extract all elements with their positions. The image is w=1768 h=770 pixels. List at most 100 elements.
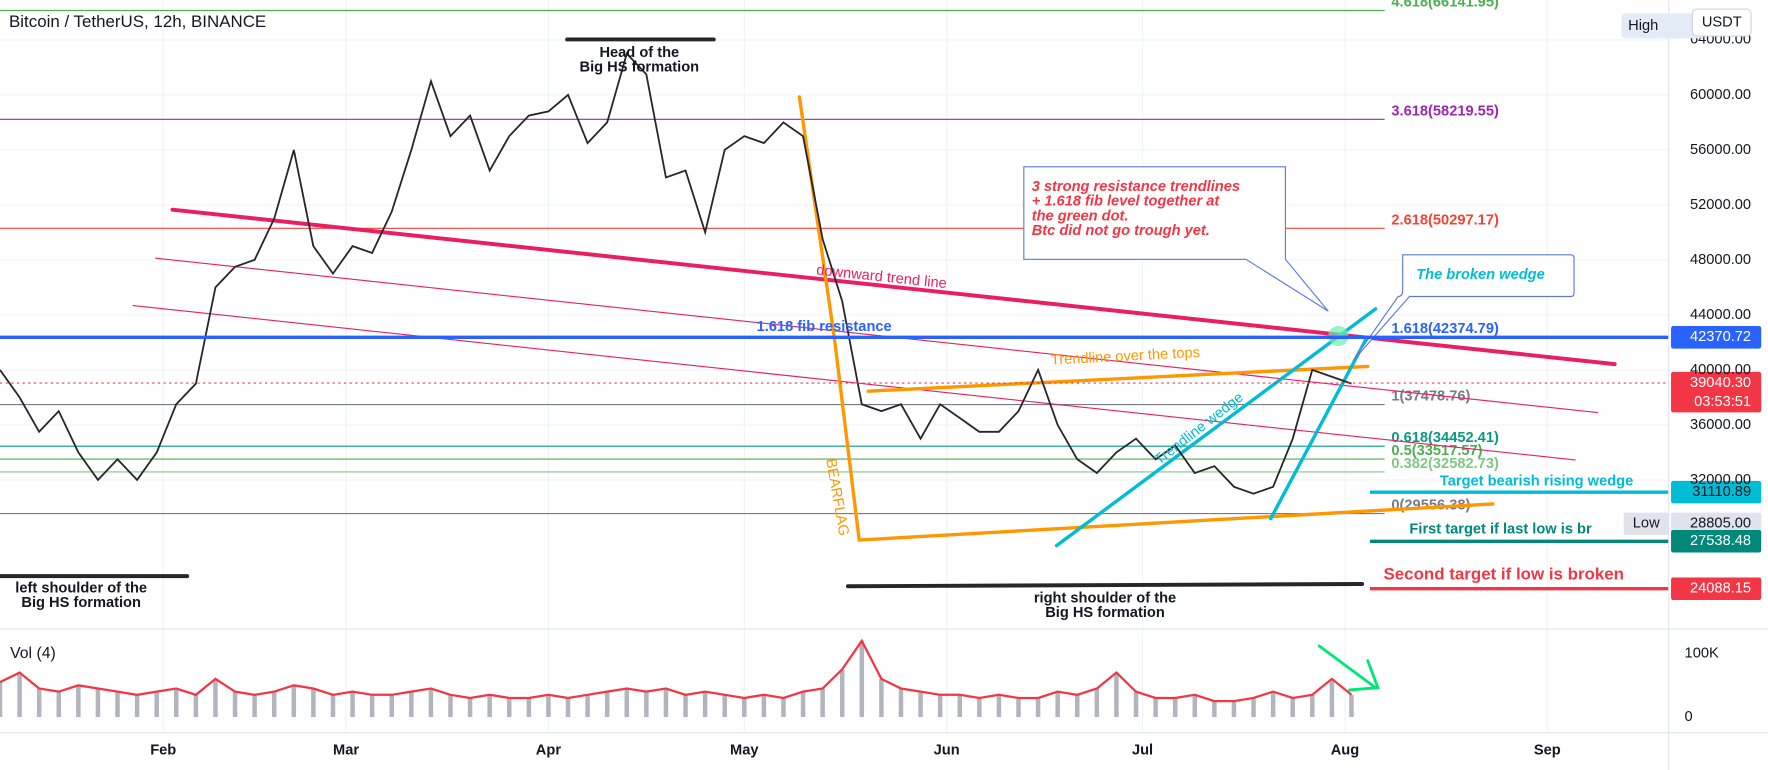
y-tick-label: 56000.00 bbox=[1690, 142, 1751, 158]
wedge-line bbox=[1269, 336, 1369, 521]
volume-bar bbox=[506, 697, 512, 718]
volume-bar bbox=[1290, 697, 1295, 718]
volume-bar bbox=[1251, 697, 1256, 718]
x-tick-label: Apr bbox=[536, 743, 562, 759]
volume-bar bbox=[56, 691, 62, 718]
annotation: + 1.618 fib level together at bbox=[1032, 194, 1221, 210]
volume-bar bbox=[95, 688, 101, 718]
volume-bar bbox=[467, 697, 473, 718]
price-tag bbox=[1671, 530, 1762, 553]
annotation: Trendline over the tops bbox=[1050, 345, 1200, 369]
x-tick-label: Jul bbox=[1132, 743, 1153, 759]
volume-bar bbox=[1016, 697, 1021, 718]
price-tag-label: 42370.72 bbox=[1690, 329, 1751, 345]
trend-line-thin bbox=[132, 304, 1576, 461]
volume-bar bbox=[898, 688, 904, 718]
volume-bar bbox=[409, 691, 414, 718]
y-tick-label: 44000.00 bbox=[1690, 307, 1751, 323]
volume-bar bbox=[115, 691, 120, 718]
x-tick-label: Sep bbox=[1534, 743, 1561, 759]
x-tick-label: Feb bbox=[150, 743, 176, 759]
price-tag bbox=[1671, 577, 1762, 601]
price-tag bbox=[1671, 326, 1762, 349]
right-shoulder-line bbox=[845, 582, 1365, 589]
volume-bar bbox=[565, 697, 571, 718]
drawings bbox=[0, 37, 1617, 692]
price-tag-label: 31110.89 bbox=[1692, 484, 1751, 500]
volume-bar bbox=[1094, 688, 1100, 718]
high-tag bbox=[1621, 13, 1703, 39]
volume-bar bbox=[1172, 697, 1178, 718]
price-tag bbox=[1671, 512, 1762, 536]
volume-bar bbox=[487, 694, 492, 718]
volume-bar bbox=[1231, 701, 1237, 718]
volume-bar bbox=[781, 697, 786, 718]
bear-flag bbox=[797, 95, 1495, 542]
volume-bar bbox=[624, 688, 630, 718]
volume-series bbox=[0, 638, 1354, 718]
volume-bar bbox=[526, 697, 532, 718]
annotation: 3 strong resistance trendlines bbox=[1032, 179, 1240, 195]
volume-bar bbox=[330, 694, 336, 718]
volume-bar bbox=[1270, 691, 1276, 718]
volume-bar bbox=[683, 694, 688, 718]
volume-bar bbox=[428, 688, 434, 718]
annotation: left shoulder of the bbox=[15, 580, 147, 596]
volume-bar bbox=[1310, 694, 1315, 718]
annotation: Btc did not go trough yet. bbox=[1032, 223, 1210, 239]
y-tick-label: 52000.00 bbox=[1690, 197, 1751, 213]
x-tick-label: May bbox=[730, 743, 759, 759]
volume-bar bbox=[820, 688, 825, 718]
volume-bar bbox=[17, 672, 22, 718]
volume-bar bbox=[1133, 691, 1139, 718]
annotation: Second target if low is broken bbox=[1384, 564, 1625, 583]
volume-bar bbox=[722, 694, 727, 718]
x-tick-label: Mar bbox=[333, 743, 359, 759]
wedge-line bbox=[1054, 307, 1378, 548]
volume-bar bbox=[546, 694, 551, 718]
annotation: right shoulder of the bbox=[1034, 591, 1176, 607]
volume-bar bbox=[291, 685, 297, 718]
tag-box bbox=[1623, 512, 1669, 536]
annotation: the green dot. bbox=[1032, 208, 1129, 224]
annotation: 1.618 fib resistance bbox=[757, 319, 892, 335]
volume-bar bbox=[957, 694, 962, 718]
labels: Head of the Big HS formation left should… bbox=[15, 45, 1176, 621]
y-tick-label: 36000.00 bbox=[1690, 417, 1751, 433]
fib-label: 1.618(42374.79) bbox=[1391, 321, 1499, 337]
volume-bar bbox=[742, 697, 747, 718]
trend-line-thin bbox=[155, 257, 1599, 414]
fib-label: 0.382(32582.73) bbox=[1391, 456, 1499, 472]
price-series bbox=[0, 51, 1352, 495]
y-tick-label: 40000.00 bbox=[1690, 362, 1751, 378]
volume-bar bbox=[350, 691, 355, 718]
tag-label: Low bbox=[1633, 516, 1660, 532]
price-tag bbox=[1671, 480, 1762, 504]
volume-bar bbox=[448, 694, 453, 718]
volume-bar bbox=[663, 688, 669, 718]
volume-bar bbox=[937, 694, 943, 718]
volume-bar bbox=[1035, 697, 1041, 718]
currency-button[interactable] bbox=[1691, 8, 1752, 37]
annotation: Target bearish rising wedge bbox=[1440, 473, 1633, 489]
fib-label: 0.618(34452.41) bbox=[1391, 430, 1499, 446]
volume-bar bbox=[76, 685, 81, 718]
arrow bbox=[1317, 644, 1378, 690]
volume-bar bbox=[977, 697, 982, 718]
annotation: Big HS formation bbox=[1045, 605, 1165, 621]
volume-bar bbox=[213, 678, 218, 718]
volume-bar bbox=[1329, 678, 1335, 718]
volume-bar bbox=[859, 640, 865, 718]
volume-bar bbox=[252, 694, 257, 718]
volume-bar bbox=[761, 694, 767, 718]
volume-bar bbox=[1075, 694, 1080, 718]
currency[interactable]: USDT bbox=[1702, 14, 1742, 30]
y-tick-label: 32000.00 bbox=[1690, 472, 1751, 488]
price-tag-label: 27538.48 bbox=[1690, 533, 1751, 549]
price-tag-label: 24088.15 bbox=[1690, 581, 1751, 597]
volume-bar bbox=[800, 691, 806, 718]
volume-bar bbox=[918, 691, 923, 718]
fib-label: 0.5(33517.57) bbox=[1391, 443, 1482, 459]
